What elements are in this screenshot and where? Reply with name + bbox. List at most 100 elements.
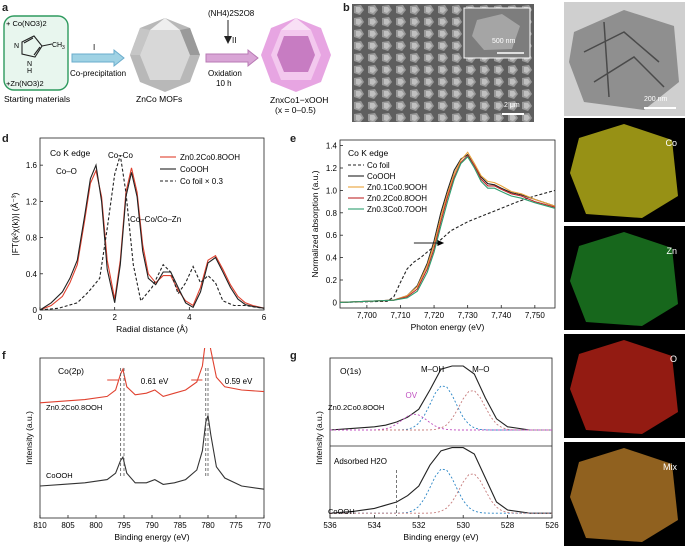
product-caption: ZnxCo1−xOOH xyxy=(270,95,328,105)
eds-map-label: Zn xyxy=(666,246,677,256)
panel-label-a: a xyxy=(2,2,9,14)
znco-ooh-polyhedron xyxy=(261,18,331,92)
x-tick-label: 7,710 xyxy=(390,311,411,320)
x-tick-label: 770 xyxy=(257,521,271,530)
sem-image: 500 nm 2 μm xyxy=(352,4,534,122)
y-axis-label: Normalized absorption (a.u.) xyxy=(310,170,320,277)
eds-map-co: Co xyxy=(564,118,685,222)
step2-reagent: (NH4)2S2O8 xyxy=(208,9,255,18)
x-tick-label: 790 xyxy=(145,521,159,530)
series-label-zn: Zn0.2Co0.8OOH xyxy=(328,403,384,412)
peak-annotation: Co–Co xyxy=(108,151,133,160)
series-label-cooh: CoOOH xyxy=(46,471,73,480)
x-tick-label: 800 xyxy=(89,521,103,530)
mof-caption: ZnCo MOFs xyxy=(136,94,182,104)
chart-title: Co K edge xyxy=(348,148,388,158)
legend-entry: Co foil xyxy=(367,161,390,170)
eds-maps: Co Zn O Mix xyxy=(564,118,685,551)
x-tick-label: 7,700 xyxy=(357,311,378,320)
tem-scale: 200 nm xyxy=(644,96,668,103)
x-tick-label: 7,730 xyxy=(458,311,479,320)
svg-text:3: 3 xyxy=(62,45,65,51)
panel-label-f: f xyxy=(2,350,6,362)
legend-entry: Zn0.2Co0.8OOH xyxy=(367,194,427,203)
chart-e-xanes: 7,700 7,710 7,720 7,730 7,740 7,750 0 0.2 0.4 0.6… xyxy=(310,139,556,332)
plot-frame xyxy=(39,137,265,311)
sem-inset-scale: 500 nm xyxy=(492,38,516,45)
x-tick-label: 530 xyxy=(457,521,471,530)
tem-image: 200 nm xyxy=(564,2,685,116)
x-axis-label: Radial distance (Å) xyxy=(116,324,188,334)
reagent-bottom: +Zn(NO3)2 xyxy=(6,79,44,88)
eds-map-label: Mix xyxy=(663,462,677,472)
y-tick-label: 0.8 xyxy=(326,209,338,218)
series-line-2 xyxy=(39,155,265,311)
series-line-1 xyxy=(329,447,552,514)
x-tick-label: 810 xyxy=(33,521,47,530)
y-tick-label: 1.0 xyxy=(326,186,338,195)
eds-map-zn: Zn xyxy=(564,226,685,330)
series-line-2 xyxy=(339,151,556,303)
series-line-0 xyxy=(39,348,265,404)
y-axis-label: Intensity (a.u.) xyxy=(24,411,34,465)
legend-entry: Zn0.1Co0.9OOH xyxy=(367,183,427,192)
y-tick-label: 1.6 xyxy=(26,161,38,170)
x-axis-label: Photon energy (eV) xyxy=(411,322,485,332)
chart-title: Co(2p) xyxy=(58,366,84,376)
chart-f-xps-co2p: 810 805 800 795 790 785 780 775 770 Binding energ… xyxy=(24,348,271,542)
series-line-0 xyxy=(329,365,552,431)
znco-mof-polyhedron xyxy=(130,18,200,92)
peak-annotation: M–O xyxy=(472,365,489,374)
svg-text:H: H xyxy=(27,68,32,75)
legend-entry: CoOOH xyxy=(180,165,209,174)
shift-annotation: 0.59 eV xyxy=(225,377,253,386)
legend-entry: CoOOH xyxy=(367,172,396,181)
step1-arrow xyxy=(71,48,125,68)
x-tick-label: 795 xyxy=(117,521,131,530)
reagent-top: + Co(NO3)2 xyxy=(6,19,47,28)
legend-entry: Zn0.3Co0.7OOH xyxy=(367,205,427,214)
step2-number: II xyxy=(232,36,236,45)
y-tick-label: 0.8 xyxy=(26,234,38,243)
chart-title: Co K edge xyxy=(50,148,90,158)
x-tick-label: 7,740 xyxy=(491,311,512,320)
x-tick-label: 534 xyxy=(368,521,382,530)
step1-number: I xyxy=(93,43,95,52)
y-tick-label: 0.2 xyxy=(326,276,338,285)
fit-component xyxy=(330,473,552,514)
x-tick-label: 536 xyxy=(323,521,337,530)
x-tick-label: 7,750 xyxy=(525,311,546,320)
synthesis-scheme: + Co(NO3)2 +Zn(NO3)2 N N H CH 3 Starting… xyxy=(3,9,331,115)
y-tick-label: 0.6 xyxy=(326,231,338,240)
svg-text:N: N xyxy=(27,61,32,68)
x-tick-label: 0 xyxy=(38,313,43,322)
peak-annotation: Adsorbed H2O xyxy=(334,457,387,466)
product-range: (x = 0–0.5) xyxy=(275,105,316,115)
shift-arrowhead xyxy=(437,240,445,247)
y-axis-label: Intensity (a.u.) xyxy=(314,411,324,465)
x-tick-label: 7,720 xyxy=(424,311,445,320)
peak-annotation: Co–Co/Co–Zn xyxy=(130,215,181,224)
step2-time: 10 h xyxy=(216,79,232,88)
eds-map-label: O xyxy=(669,354,677,364)
x-tick-label: 6 xyxy=(262,313,267,322)
eds-map-mix: Mix xyxy=(564,442,685,546)
chart-title: O(1s) xyxy=(340,366,361,376)
series-line-4 xyxy=(339,155,556,303)
step2-label: Oxidation xyxy=(208,69,242,78)
y-tick-label: 0 xyxy=(33,306,38,315)
x-tick-label: 528 xyxy=(501,521,515,530)
plot-frame xyxy=(329,357,553,519)
y-tick-label: 1.4 xyxy=(326,142,338,151)
eds-map-label: Co xyxy=(665,138,677,148)
series-line-1 xyxy=(39,415,265,490)
panel-label-b: b xyxy=(343,2,350,14)
x-axis-label: Binding energy (eV) xyxy=(403,532,478,542)
x-tick-label: 780 xyxy=(201,521,215,530)
fit-component xyxy=(330,413,552,431)
x-tick-label: 532 xyxy=(412,521,426,530)
series-line-1 xyxy=(39,163,265,311)
x-tick-label: 2 xyxy=(112,313,117,322)
step1-label: Co-precipitation xyxy=(70,69,126,78)
y-tick-label: 0.4 xyxy=(326,254,338,263)
